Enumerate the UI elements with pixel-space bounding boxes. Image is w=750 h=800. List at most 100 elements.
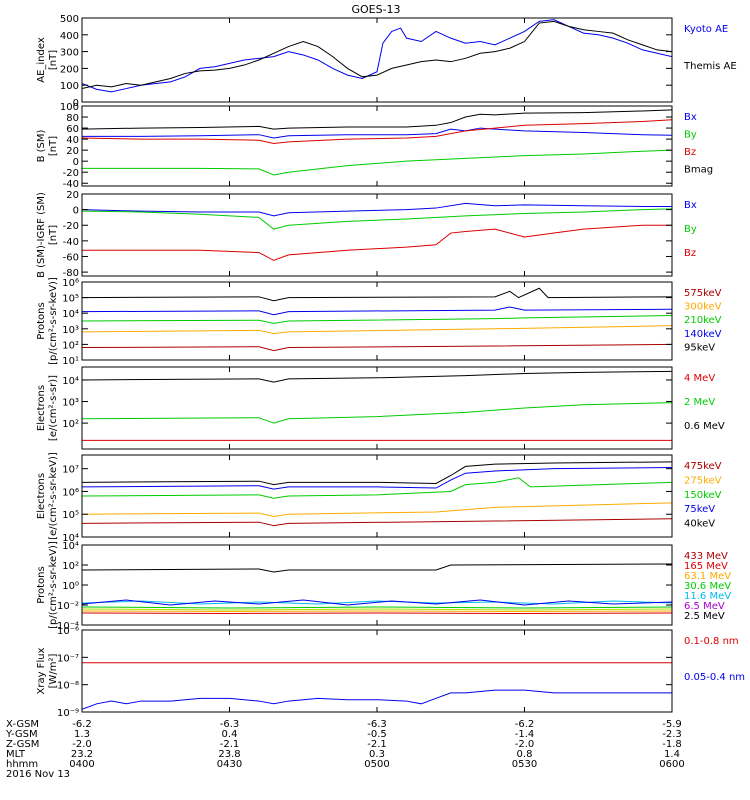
legend-entry: 75keV	[684, 504, 715, 515]
y-axis-label: [nT]	[48, 136, 59, 156]
legend-entry: 30.6 MeV	[684, 581, 731, 592]
y-tick-label: -40	[63, 237, 79, 248]
legend-entry: Kyoto AE	[684, 24, 728, 35]
y-tick-label: 10⁻²	[57, 601, 79, 612]
series-line-6-2	[82, 467, 672, 490]
y-tick-label: -40	[63, 179, 79, 190]
footer-value: -2.0	[72, 739, 92, 750]
panel-frame	[81, 17, 673, 103]
footer-value: 1.3	[74, 729, 90, 740]
footer-row-label: hhmm	[6, 759, 38, 770]
series-line-2-4	[82, 119, 672, 145]
y-tick-label: 10³	[62, 398, 79, 409]
y-tick-label: 10⁴	[62, 533, 79, 544]
series-line-1-2	[82, 20, 672, 90]
footer-value: -2.1	[367, 739, 387, 750]
series-line-3-3	[82, 224, 672, 261]
series-line-3-1	[82, 202, 672, 217]
legend-entry: Themis AE	[683, 61, 737, 72]
y-axis-label: AE_index	[36, 37, 47, 83]
series-line-7-3	[82, 599, 672, 606]
y-axis-label: Protons	[36, 566, 47, 603]
footer-value: 0430	[217, 759, 242, 770]
y-axis-label: [p/(cm²-s-sr-keV)]	[48, 541, 59, 629]
y-tick-label: 10⁵	[62, 510, 79, 521]
y-tick-label: -20	[63, 168, 79, 179]
y-axis-label: Protons	[36, 302, 47, 339]
panel-frame	[81, 454, 673, 538]
y-tick-label: 10⁻⁴	[57, 621, 79, 632]
y-tick-label: 20	[66, 146, 79, 157]
y-tick-label: 40	[66, 135, 79, 146]
legend-entry: Bz	[684, 248, 696, 259]
footer-row-label: Y-GSM	[5, 729, 38, 740]
y-tick-label: 10⁷	[62, 465, 79, 476]
legend-entry: 6.5 MeV	[684, 601, 725, 612]
series-line-6-3	[82, 477, 672, 499]
legend-entry: 150keV	[684, 490, 722, 501]
footer-value: 23.2	[71, 749, 93, 760]
legend-entry: 475keV	[684, 461, 722, 472]
y-axis-label: [e/(cm²-s-sr-keV)]	[48, 452, 59, 540]
legend-entry: 63.1 MeV	[684, 571, 731, 582]
footer-value: -1.4	[515, 729, 535, 740]
footer-value: -6.2	[515, 719, 535, 730]
series-line-5-1	[82, 370, 672, 383]
footer-row-label: X-GSM	[6, 719, 39, 730]
footer-value: -2.0	[515, 739, 535, 750]
y-tick-label: 10¹	[62, 356, 79, 367]
legend-entry: 95keV	[684, 342, 715, 353]
y-tick-label: 0	[73, 98, 79, 109]
series-line-4-2	[82, 306, 672, 316]
y-tick-label: 10²	[62, 340, 79, 351]
legend-entry: 0.1-0.8 nm	[684, 636, 739, 647]
legend-entry: 575keV	[684, 288, 722, 299]
series-line-4-5	[82, 343, 672, 352]
footer-value: -2.1	[220, 739, 240, 750]
legend-entry: 210keV	[684, 315, 722, 326]
y-tick-label: 10⁻⁹	[57, 708, 79, 719]
footer-value: -2.3	[662, 729, 682, 740]
panel-4: 10¹ 10² 10³ 10⁴ 10⁵ 10⁶ Protons [p/(cm²-s-sr-ke…	[36, 277, 722, 367]
footer-value: 0.4	[222, 729, 238, 740]
y-tick-label: 0	[73, 157, 79, 168]
y-tick-label: 10³	[62, 325, 79, 336]
y-tick-label: 60	[66, 124, 79, 135]
footer-value: 1.4	[664, 749, 680, 760]
legend-entry: Bx	[684, 112, 697, 123]
series-line-7-4	[82, 606, 672, 609]
legend-entry: By	[684, 224, 697, 235]
series-line-4-3	[82, 315, 672, 324]
series-line-1-1	[82, 19, 672, 93]
y-tick-label: 10⁻⁶	[57, 626, 79, 637]
panel-frame	[81, 193, 673, 277]
panel-8: 10⁻⁹ 10⁻⁸ 10⁻⁷ 10⁻⁶ Xray Flux [W/m²] 0.1-0.8 n…	[36, 626, 745, 719]
y-tick-label: -60	[63, 252, 79, 263]
series-line-6-5	[82, 518, 672, 527]
y-axis-label: [W/m²]	[48, 653, 59, 688]
legend-entry: 165 MeV	[684, 561, 728, 572]
series-line-2-1	[82, 109, 672, 130]
series-line-7-2	[82, 600, 672, 605]
footer-value: 0600	[659, 759, 684, 770]
y-tick-label: 20	[66, 190, 79, 201]
legend-entry: 433 MeV	[684, 551, 728, 562]
footer-row-label: MLT	[6, 749, 26, 760]
y-axis-label: [nT]	[48, 225, 59, 245]
series-line-8-2	[82, 689, 672, 710]
legend-entry: Bmag	[684, 165, 713, 176]
legend-entry: 4 MeV	[684, 373, 715, 384]
footer-value: -6.2	[72, 719, 92, 730]
series-line-2-2	[82, 127, 672, 139]
y-tick-label: 80	[66, 113, 79, 124]
y-tick-label: 10⁶	[62, 278, 79, 289]
footer-value: 0.3	[369, 749, 385, 760]
series-line-6-4	[82, 502, 672, 518]
legend-entry: 300keV	[684, 302, 722, 313]
footer-value: -5.9	[662, 719, 682, 730]
y-axis-label: [e/(cm²-s-sr)]	[48, 375, 59, 441]
y-tick-label: 10²	[62, 561, 79, 572]
y-tick-label: 10⁰	[62, 581, 79, 592]
panel-6: 10⁴ 10⁵ 10⁶ 10⁷ Electrons [e/(cm²-s-sr-keV)] 4…	[36, 452, 722, 544]
